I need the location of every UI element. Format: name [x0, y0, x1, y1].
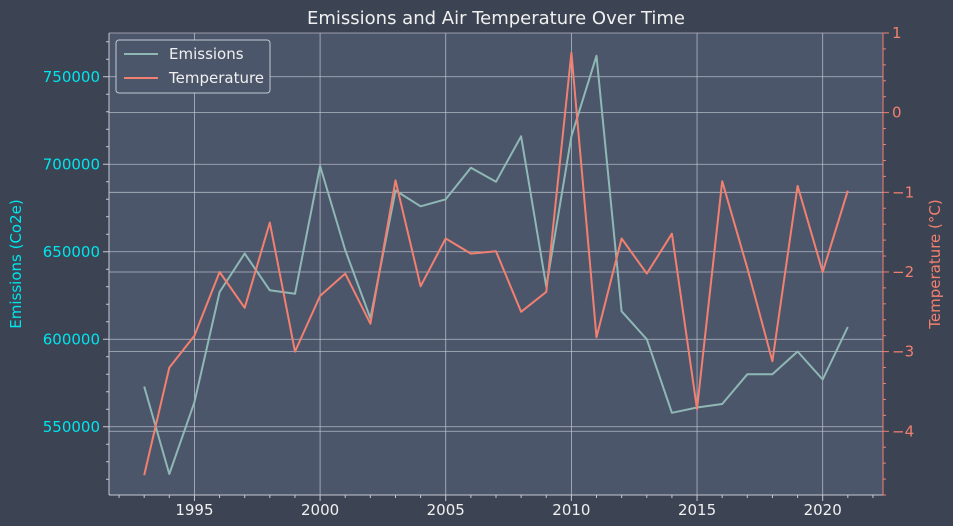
- y-right-tick-label: −1: [892, 183, 914, 201]
- y-right-tick-label: −2: [892, 263, 914, 281]
- y-right-tick-label: −3: [892, 343, 914, 361]
- axes: 1995 2000 2005 2010 2015 2020 550000 600000 6500…: [43, 24, 914, 519]
- x-tick-label: 2000: [301, 501, 339, 519]
- y-left-tick-label: 700000: [43, 155, 100, 173]
- y-left-tick-label: 550000: [43, 418, 100, 436]
- chart-title: Emissions and Air Temperature Over Time: [307, 8, 685, 29]
- plot-area: [109, 33, 883, 495]
- y-left-tick-label: 750000: [43, 68, 100, 86]
- y-right-tick-label: −4: [892, 422, 914, 440]
- legend: Emissions Temperature: [115, 39, 271, 94]
- x-tick-label: 1995: [175, 501, 213, 519]
- legend-label-temperature: Temperature: [168, 69, 264, 87]
- legend-label-emissions: Emissions: [169, 45, 244, 63]
- y-left-tick-label: 600000: [43, 330, 100, 348]
- x-tick-label: 2010: [552, 501, 590, 519]
- y-right-tick-label: 0: [892, 104, 902, 122]
- y-axis-label-right: Temperature (°C): [926, 199, 944, 329]
- y-left-tick-label: 650000: [43, 243, 100, 261]
- x-tick-label: 2015: [678, 501, 716, 519]
- grid: [109, 32, 883, 495]
- series-line-emissions: [143, 54, 849, 475]
- x-tick-label: 2020: [804, 501, 842, 519]
- y-axis-label-left: Emissions (Co2e): [7, 199, 25, 328]
- y-right-tick-label: 1: [892, 24, 902, 42]
- series-layer: [143, 51, 849, 476]
- series-line-temperature: [143, 51, 849, 476]
- x-tick-label: 2005: [427, 501, 465, 519]
